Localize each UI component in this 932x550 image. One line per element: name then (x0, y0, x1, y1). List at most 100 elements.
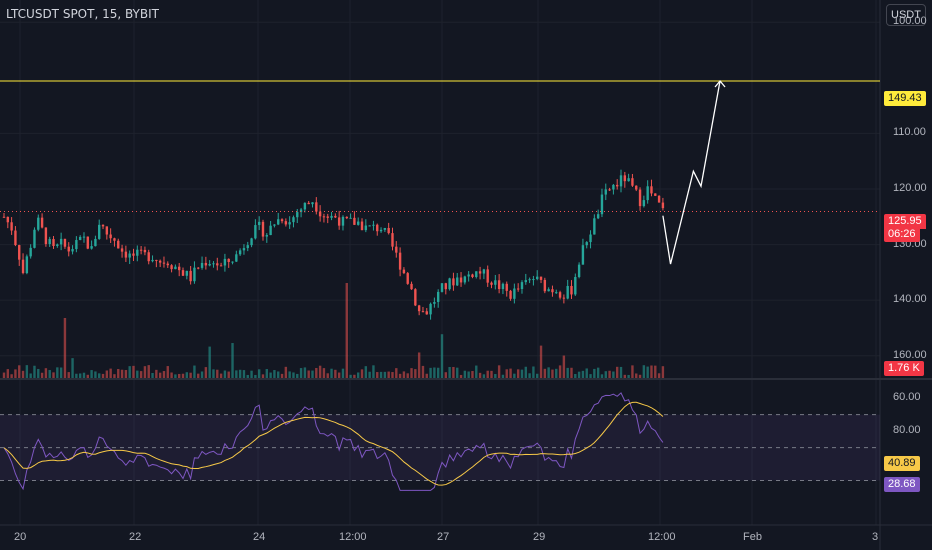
volume-bar (98, 373, 101, 378)
volume-bar (398, 373, 402, 378)
candle-body (269, 225, 272, 236)
volume-bar (75, 373, 78, 378)
candle-body (48, 239, 51, 245)
volume-bar (246, 374, 249, 378)
currency-button[interactable]: USDT (886, 4, 926, 26)
candle-body (189, 270, 192, 282)
candle-body (482, 269, 486, 274)
volume-bar (391, 372, 394, 378)
volume-bar (357, 372, 360, 378)
time-tick: 24 (253, 531, 266, 543)
candle-body (322, 216, 326, 218)
symbol-title[interactable]: LTCUSDT SPOT, 15, BYBIT (6, 7, 159, 21)
volume-bar (475, 365, 478, 378)
volume-bar (349, 374, 352, 378)
candle-body (155, 259, 158, 261)
volume-bar (524, 366, 527, 378)
candle-body (429, 303, 432, 315)
candle-body (200, 262, 204, 268)
volume-bar (452, 366, 455, 378)
volume-bar (322, 368, 326, 378)
candle-body (528, 279, 531, 281)
price-tick: 120.00 (893, 182, 927, 194)
rsi-value-badge: 28.68 (884, 477, 920, 492)
candle-body (315, 202, 318, 212)
volume-bar (223, 370, 227, 378)
volume-bar (242, 370, 246, 378)
volume-bar (48, 370, 51, 378)
time-tick: 12:00 (648, 531, 676, 543)
candle-body (398, 252, 402, 270)
candle-body (372, 224, 375, 226)
candle-body (105, 226, 109, 235)
volume-bar (654, 365, 657, 378)
candle-body (136, 249, 139, 256)
volume-bar (638, 374, 642, 378)
volume-bar (10, 374, 13, 378)
volume-bar (29, 373, 32, 378)
volume-bar (315, 367, 318, 378)
price-tick: 140.00 (893, 293, 927, 306)
candle-body (425, 311, 428, 315)
volume-bar (334, 369, 337, 378)
candle-body (277, 219, 280, 225)
candle-body (90, 246, 93, 249)
volume-bar (513, 373, 516, 378)
volume-bar (379, 371, 383, 378)
volume-bar (185, 372, 189, 378)
candle-body (520, 282, 524, 289)
candle-body (231, 261, 234, 263)
candle-body (414, 289, 417, 306)
candle-body (261, 221, 265, 237)
volume-bar (585, 368, 588, 378)
candle-body (185, 270, 189, 276)
candle-body (14, 230, 17, 246)
volume-bar (555, 368, 558, 378)
volume-bar (661, 366, 665, 378)
volume-bar (78, 373, 82, 378)
candle-body (376, 224, 379, 232)
volume-bar (124, 370, 128, 378)
volume-bar (421, 365, 425, 378)
candle-body (132, 253, 135, 256)
candle-body (208, 263, 211, 266)
volume-bar (14, 369, 17, 378)
candle-body (562, 297, 566, 299)
candle-body (395, 246, 398, 253)
candle-body (162, 262, 166, 264)
time-tick: 27 (437, 531, 450, 543)
volume-bar (646, 366, 649, 378)
volume-bar (551, 369, 554, 378)
candle-body (612, 184, 615, 190)
volume-bar (151, 372, 154, 378)
candle-body (273, 224, 276, 226)
candle-body (29, 247, 32, 257)
candle-body (265, 235, 268, 237)
volume-bar (520, 369, 524, 378)
volume-bar (486, 370, 489, 378)
volume-bar (376, 372, 379, 378)
candle-body (318, 211, 322, 217)
time-tick: 12:00 (339, 531, 367, 543)
candle-body (94, 238, 97, 247)
candle-body (623, 175, 627, 182)
candle-body (257, 221, 261, 226)
candle-body (311, 202, 314, 205)
volume-bar (94, 371, 97, 378)
volume-bar (490, 370, 493, 378)
volume-bar (63, 318, 67, 378)
volume-bar (395, 368, 398, 378)
volume-bar (436, 367, 440, 378)
candle-body (387, 227, 390, 234)
volume-bar (482, 374, 486, 378)
candle-body (235, 254, 238, 262)
candle-body (6, 216, 10, 223)
candle-body (303, 202, 307, 210)
volume-bar (600, 374, 604, 378)
rsi-tick: 80.00 (893, 424, 921, 437)
volume-bar (467, 371, 470, 378)
candle-body (204, 262, 208, 266)
volume-bar (410, 368, 413, 378)
volume-bar (90, 370, 93, 378)
